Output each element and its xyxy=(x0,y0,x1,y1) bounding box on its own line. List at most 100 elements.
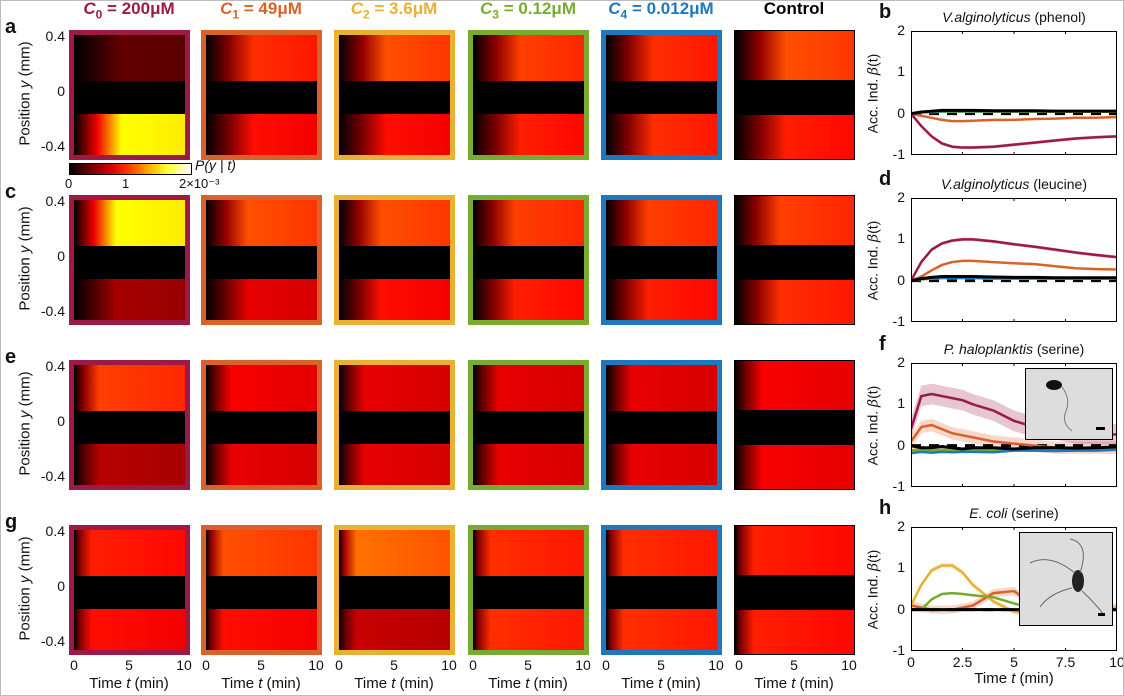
ytick-label: 0.4 xyxy=(45,358,65,374)
heatmap-lower-band xyxy=(606,114,717,155)
heatmap-upper-band xyxy=(473,530,584,576)
heatmap-panel xyxy=(69,30,190,160)
y-label-unit: (mm) xyxy=(16,206,34,246)
chart-title: E. coli (serine) xyxy=(904,505,1123,521)
chart-title-condition: (phenol) xyxy=(1030,9,1086,25)
heatmap-lower-band xyxy=(206,609,317,650)
colorbar-tick: 2×10⁻³ xyxy=(179,176,220,191)
heatmap-panel xyxy=(601,30,722,160)
chart-x-axis-label: Time t (min) xyxy=(949,670,1079,687)
line-chart xyxy=(911,31,1117,155)
concentration-value: = 3.6μM xyxy=(369,0,438,18)
cell-micrograph-inset xyxy=(1025,368,1113,440)
heatmap-upper-band xyxy=(606,365,717,411)
y-label-symbol: β xyxy=(865,233,882,242)
concentration-index: 0 xyxy=(95,7,103,22)
heatmap-lower-band xyxy=(206,114,317,155)
axes-box xyxy=(911,198,1117,322)
heatmap-upper-band xyxy=(74,530,185,576)
y-label-unit: (mm) xyxy=(16,41,34,81)
ytick-label: 0.4 xyxy=(45,28,65,44)
x-label-unit: (min) xyxy=(662,675,701,692)
concentration-symbol: C xyxy=(83,0,96,18)
heatmap-panel xyxy=(468,525,589,655)
x-label-text: Time xyxy=(754,675,792,692)
chart-ytick-label: -1 xyxy=(892,478,905,494)
chart-ytick-label: 0 xyxy=(897,104,905,121)
heatmap-upper-band xyxy=(74,200,185,246)
column-header: C4 = 0.012μM xyxy=(581,0,741,21)
heatmap-panel xyxy=(334,195,455,325)
colorbar-tick: 0 xyxy=(65,176,73,191)
y-label-text: Position xyxy=(16,418,34,476)
heatmap-upper-band xyxy=(206,200,317,246)
x-label-var: t xyxy=(391,675,396,692)
chart-title-condition: (leucine) xyxy=(1029,176,1088,192)
heatmap-lower-band xyxy=(339,444,450,485)
concentration-index: 3 xyxy=(492,7,499,22)
ytick-label: -0.4 xyxy=(40,468,65,484)
heatmap-panel xyxy=(601,195,722,325)
heatmap-lower-band xyxy=(339,609,450,650)
chart-ytick-label: 1 xyxy=(897,230,905,247)
y-label-unit: (mm) xyxy=(16,371,34,411)
heatmap-panel xyxy=(468,360,589,490)
chart-title: V.alginolyticus (leucine) xyxy=(904,176,1123,192)
series-line-C0 xyxy=(911,112,1117,149)
concentration-index: 2 xyxy=(363,7,370,22)
y-label-text: Acc. Ind. xyxy=(864,406,881,466)
heatmap-lower-band xyxy=(735,445,854,489)
chart-xtick-label: 5 xyxy=(1010,654,1018,670)
chart-title-species: E. coli xyxy=(969,505,1008,521)
xtick-label: 5 xyxy=(257,657,265,673)
chart-ytick-label: 1 xyxy=(897,63,905,80)
concentration-value: = 0.012μM xyxy=(627,0,714,18)
x-axis-label: Time t (min) xyxy=(596,675,726,692)
heatmap-lower-band xyxy=(74,444,185,485)
series-line-C4 xyxy=(911,448,1117,455)
x-label-unit: (min) xyxy=(529,675,568,692)
heatmap-upper-band xyxy=(735,526,854,575)
y-label-arg: (t) xyxy=(864,549,881,563)
column-header: C1 = 49μM xyxy=(181,1,341,21)
concentration-symbol: C xyxy=(608,0,621,18)
x-label-var: t xyxy=(791,675,796,692)
chart-ytick-label: -1 xyxy=(892,146,905,162)
chart-ytick-label: 1 xyxy=(897,395,905,412)
x-label-var: t xyxy=(525,675,530,692)
heatmap-lower-band xyxy=(339,114,450,155)
chart-xtick-label: 7.5 xyxy=(1055,654,1076,670)
y-label-text: Acc. Ind. xyxy=(864,570,881,630)
y-label-symbol: β xyxy=(865,398,882,407)
ytick-label: -0.4 xyxy=(40,633,65,649)
concentration-value: Control xyxy=(763,0,825,18)
heatmap-upper-band xyxy=(339,365,450,411)
heatmap-lower-band xyxy=(606,609,717,650)
panel-letter: d xyxy=(879,168,892,190)
series-line-Control xyxy=(911,275,1117,283)
xtick-label: 0 xyxy=(70,657,78,673)
y-label-text: Position xyxy=(16,583,34,641)
y-label-arg: (t) xyxy=(864,220,881,234)
chart-title-species: P. haloplanktis xyxy=(943,341,1033,357)
heatmap-lower-band xyxy=(473,114,584,155)
heatmap-upper-band xyxy=(339,530,450,576)
chart-xtick-label: 2.5 xyxy=(952,654,973,670)
x-label-text: Time xyxy=(221,675,259,692)
x-label-var: t xyxy=(126,675,131,692)
heatmap-upper-band xyxy=(206,530,317,576)
heatmap-upper-band xyxy=(206,365,317,411)
heatmap-panel xyxy=(69,195,190,325)
xtick-label: 10 xyxy=(841,657,857,673)
concentration-symbol: C xyxy=(480,0,493,18)
x-label-unit: (min) xyxy=(130,675,169,692)
y-label-text: Acc. Ind. xyxy=(864,74,881,134)
ytick-label: -0.4 xyxy=(40,138,65,154)
heatmap-panel xyxy=(201,195,322,325)
x-label-text: Time xyxy=(89,675,127,692)
chart-ytick-label: 0 xyxy=(897,600,905,617)
heatmap-lower-band xyxy=(735,115,854,159)
heatmap-lower-band xyxy=(473,609,584,650)
chart-title: P. haloplanktis (serine) xyxy=(904,341,1123,357)
